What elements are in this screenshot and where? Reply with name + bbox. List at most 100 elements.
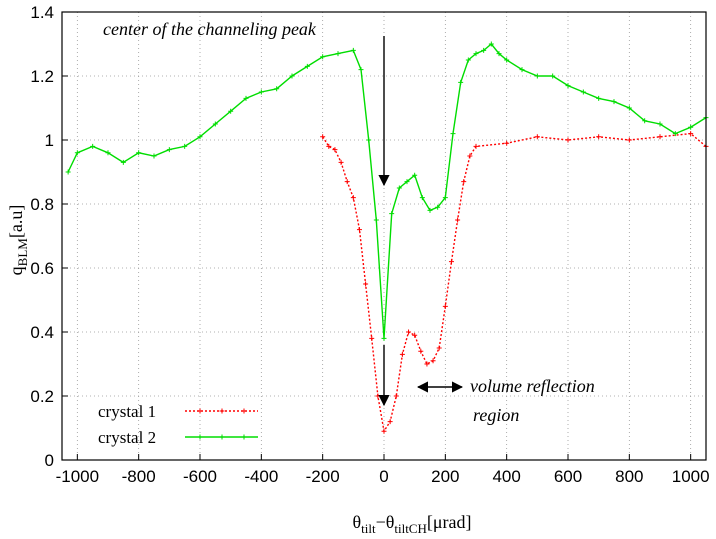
data-point-crystal-2 bbox=[358, 67, 364, 73]
legend-line-crystal-1 bbox=[185, 408, 258, 414]
data-point-crystal-2 bbox=[289, 73, 295, 79]
data-point-crystal-2 bbox=[427, 207, 433, 213]
data-point-crystal-2 bbox=[412, 172, 418, 178]
legend-sample-marker bbox=[219, 434, 225, 440]
data-point-crystal-1 bbox=[320, 134, 326, 140]
data-point-crystal-1 bbox=[356, 227, 362, 233]
data-point-crystal-2 bbox=[626, 105, 632, 111]
data-point-crystal-1 bbox=[436, 345, 442, 351]
data-point-crystal-1 bbox=[363, 281, 369, 287]
data-point-crystal-1 bbox=[406, 329, 412, 335]
data-point-crystal-2 bbox=[550, 73, 556, 79]
x-tick-label: 200 bbox=[431, 467, 459, 486]
data-point-crystal-1 bbox=[448, 259, 454, 265]
x-tick-label: -1000 bbox=[56, 467, 99, 486]
data-point-crystal-2 bbox=[74, 150, 80, 156]
data-point-crystal-1 bbox=[412, 332, 418, 338]
data-point-crystal-2 bbox=[465, 57, 471, 63]
data-point-crystal-2 bbox=[120, 159, 126, 165]
data-point-crystal-2 bbox=[396, 185, 402, 191]
x-axis-label-main: θ bbox=[353, 512, 362, 532]
data-point-crystal-1 bbox=[467, 153, 473, 159]
data-point-crystal-2 bbox=[389, 211, 395, 217]
y-axis-label: qBLM[a.u] bbox=[6, 205, 30, 276]
data-point-crystal-2 bbox=[151, 153, 157, 159]
data-point-crystal-1 bbox=[430, 358, 436, 364]
data-point-crystal-1 bbox=[424, 361, 430, 367]
data-point-crystal-2 bbox=[335, 51, 341, 57]
data-point-crystal-2 bbox=[504, 57, 510, 63]
data-point-crystal-2 bbox=[688, 124, 694, 130]
y-tick-label: 1.4 bbox=[30, 3, 54, 22]
data-point-crystal-2 bbox=[212, 121, 218, 127]
data-point-crystal-2 bbox=[366, 137, 372, 143]
x-axis-label-sub2: tiltCH bbox=[394, 521, 427, 536]
data-point-crystal-2 bbox=[182, 143, 188, 149]
data-point-crystal-2 bbox=[458, 79, 464, 85]
data-point-crystal-1 bbox=[381, 428, 387, 434]
data-point-crystal-2 bbox=[488, 41, 494, 47]
data-point-crystal-2 bbox=[105, 150, 111, 156]
data-point-crystal-2 bbox=[274, 86, 280, 92]
y-axis-label-main: q bbox=[6, 266, 26, 275]
data-point-crystal-1 bbox=[399, 351, 405, 357]
data-point-crystal-1 bbox=[657, 134, 663, 140]
data-point-crystal-2 bbox=[90, 143, 96, 149]
data-point-crystal-2 bbox=[136, 150, 142, 156]
x-axis-label-unit: [μrad] bbox=[427, 512, 472, 532]
x-tick-label: 400 bbox=[492, 467, 520, 486]
data-point-crystal-2 bbox=[166, 147, 172, 153]
legend-line-crystal-2 bbox=[185, 434, 258, 440]
annotation-region: region bbox=[473, 405, 519, 425]
data-point-crystal-1 bbox=[387, 419, 393, 425]
legend-label-crystal-2: crystal 2 bbox=[98, 428, 156, 447]
data-point-crystal-1 bbox=[338, 159, 344, 165]
data-point-crystal-1 bbox=[626, 137, 632, 143]
y-axis-label-unit: [a.u] bbox=[6, 205, 26, 238]
data-point-crystal-1 bbox=[326, 143, 332, 149]
y-tick-label: 0.6 bbox=[30, 259, 54, 278]
data-point-crystal-1 bbox=[504, 140, 510, 146]
data-point-crystal-2 bbox=[65, 169, 71, 175]
legend-sample-marker bbox=[241, 434, 247, 440]
x-tick-label: -800 bbox=[122, 467, 156, 486]
y-tick-label: 0 bbox=[45, 451, 54, 470]
x-tick-label: -400 bbox=[244, 467, 278, 486]
data-point-crystal-1 bbox=[442, 303, 448, 309]
data-point-crystal-1 bbox=[455, 217, 461, 223]
series-layer bbox=[65, 41, 709, 434]
legend-sample-marker bbox=[219, 408, 225, 414]
data-point-crystal-2 bbox=[450, 131, 456, 137]
data-point-crystal-2 bbox=[404, 179, 410, 185]
data-point-crystal-2 bbox=[373, 217, 379, 223]
data-point-crystal-2 bbox=[228, 108, 234, 114]
annotation-arrows bbox=[378, 36, 464, 407]
legend-label-crystal-1: crystal 1 bbox=[98, 402, 156, 421]
x-tick-label: 1000 bbox=[672, 467, 710, 486]
y-tick-label: 1.2 bbox=[30, 67, 54, 86]
data-point-crystal-1 bbox=[565, 137, 571, 143]
y-tick-label: 0.8 bbox=[30, 195, 54, 214]
data-point-crystal-1 bbox=[350, 195, 356, 201]
data-point-crystal-2 bbox=[596, 95, 602, 101]
data-point-crystal-1 bbox=[688, 131, 694, 137]
data-point-crystal-2 bbox=[320, 54, 326, 60]
data-point-crystal-1 bbox=[369, 335, 375, 341]
x-tick-label: 0 bbox=[379, 467, 388, 486]
data-point-crystal-1 bbox=[596, 134, 602, 140]
data-point-crystal-2 bbox=[435, 204, 441, 210]
data-point-crystal-2 bbox=[442, 195, 448, 201]
data-point-crystal-2 bbox=[496, 51, 502, 57]
data-point-crystal-2 bbox=[304, 63, 310, 69]
x-tick-label: 800 bbox=[615, 467, 643, 486]
data-point-crystal-2 bbox=[565, 83, 571, 89]
annotation-channeling-peak: center of the channeling peak bbox=[103, 19, 317, 39]
x-tick-label: 600 bbox=[554, 467, 582, 486]
data-point-crystal-2 bbox=[519, 67, 525, 73]
data-point-crystal-2 bbox=[243, 95, 249, 101]
data-point-crystal-2 bbox=[258, 89, 264, 95]
y-tick-label: 1 bbox=[45, 131, 54, 150]
data-point-crystal-1 bbox=[393, 393, 399, 399]
